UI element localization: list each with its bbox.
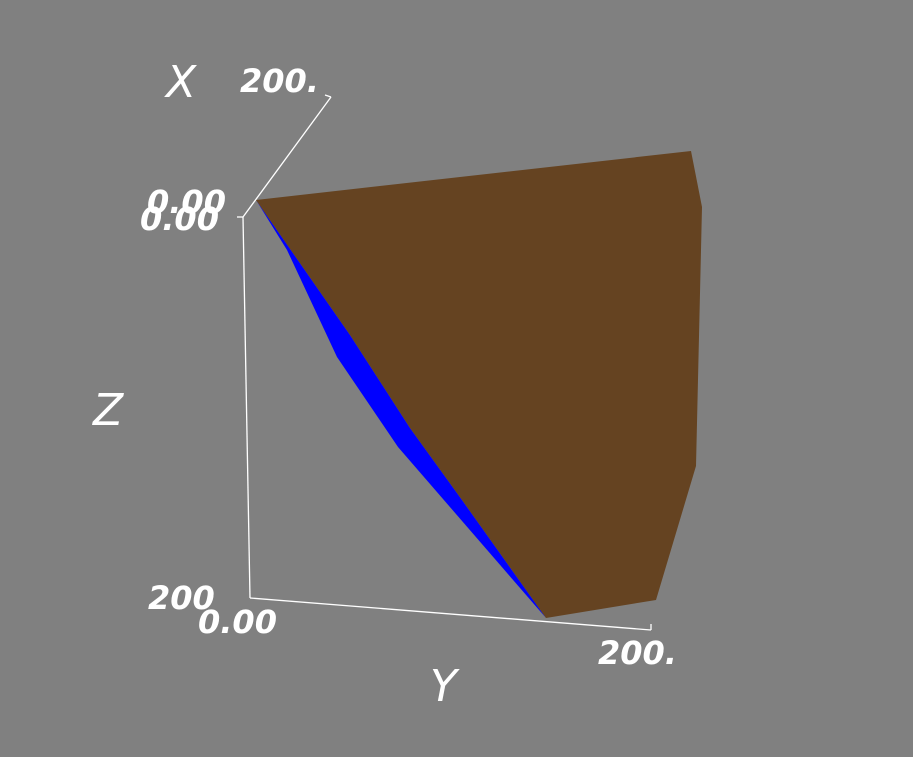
x-axis-end-tick bbox=[324, 94, 332, 98]
y-axis-tick-end: 200. bbox=[598, 634, 677, 672]
x-axis-tick-end: 200. bbox=[240, 62, 319, 100]
y-axis-tick-start: 0.00 bbox=[198, 603, 277, 641]
brown-surface bbox=[256, 151, 702, 618]
y-axis-title: Y bbox=[430, 661, 460, 712]
axis-lines bbox=[237, 94, 652, 631]
x-axis-line bbox=[242, 96, 332, 218]
z-axis-title: Z bbox=[92, 385, 124, 436]
z-axis-tick-end: 200 bbox=[148, 579, 215, 617]
z-axis-line bbox=[242, 216, 251, 599]
y-axis-line bbox=[249, 597, 652, 631]
z-axis-tick-start: 0.00 bbox=[140, 200, 219, 238]
blue-surface bbox=[256, 200, 546, 618]
x-axis-title: X bbox=[164, 57, 197, 108]
x-axis-tick-start: 0.00 bbox=[147, 183, 226, 221]
